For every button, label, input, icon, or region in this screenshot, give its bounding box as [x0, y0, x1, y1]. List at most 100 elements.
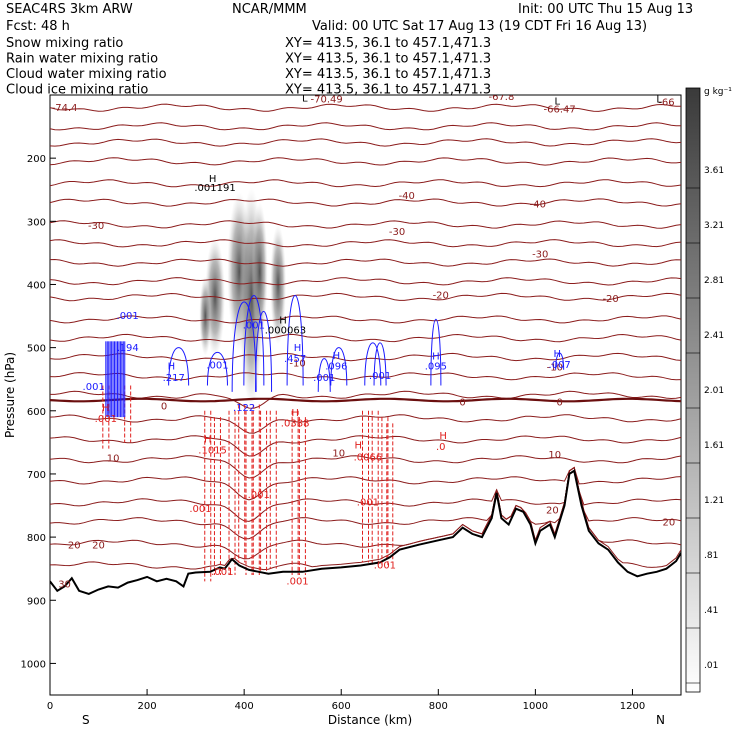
valid-time: Valid: 00 UTC Sat 17 Aug 13 (19 CDT Fri …: [312, 19, 647, 34]
temperature-label: -66: [658, 98, 674, 109]
cloud-label: H: [294, 343, 302, 354]
x-axis: 0 200 400 600 800 1000 1200: [47, 689, 645, 712]
cloud-contour: [373, 342, 387, 386]
colorbar: g kg⁻¹ 3.61 3.21 2.81 2.41 2.01 1.61 1.21 .81 .4…: [685, 87, 732, 693]
snow-label: L: [554, 96, 560, 107]
cloud-label: .095: [425, 362, 447, 373]
temperature-label: -40: [399, 191, 415, 202]
cloud-label: .001: [313, 373, 335, 384]
cloud-label: .122: [233, 403, 255, 414]
rain-label: H: [439, 431, 447, 442]
temperature-label: 30: [58, 580, 71, 591]
y-tick-label: 300: [27, 217, 46, 228]
temperature-label: -66.47: [544, 105, 576, 116]
isotherm: [50, 179, 681, 188]
temperature-label: -30: [88, 221, 104, 232]
institution-label: NCAR/MMM: [232, 2, 307, 17]
cloud-label: .001: [206, 360, 228, 371]
temperature-label: 0: [161, 402, 167, 413]
isotherm: [50, 390, 681, 409]
y-tick-label: 900: [27, 596, 46, 607]
y-tick-label: 700: [27, 470, 46, 481]
temperature-label: 10: [332, 448, 345, 459]
rain-contour: [291, 410, 299, 575]
rain-contour: [362, 410, 369, 563]
temperature-label: 20: [662, 518, 675, 529]
temperature-label: -10: [547, 362, 563, 373]
rain-label: .001: [95, 414, 117, 425]
temperature-label: -20: [433, 290, 449, 301]
y-tick-label: 800: [27, 533, 46, 544]
rain-contour: [260, 410, 268, 572]
isotherm: [50, 258, 681, 267]
isotherm: [50, 372, 681, 381]
terrain-line: [50, 469, 681, 595]
cloud-label: .001: [117, 311, 139, 322]
cloud-label: H: [333, 351, 341, 362]
x-axis-label: Distance (km): [328, 713, 412, 727]
isotherm: [50, 122, 681, 131]
temperature-label: 20: [92, 540, 105, 551]
rain-label: .001: [211, 567, 233, 578]
legend-label: Rain water mixing ratio: [6, 52, 158, 67]
y-axis: 200 300 400 500 600 700 800 900 1000: [21, 154, 56, 670]
plot-frame: [49, 94, 682, 696]
cloud-label: .007: [549, 360, 571, 371]
colorbar-tick-label: 2.01: [704, 386, 724, 396]
cloud-contour: [255, 310, 273, 392]
rain-label: H: [354, 441, 362, 452]
rain-contour: [386, 423, 394, 560]
cloud-contour: [206, 352, 228, 386]
colorbar-tick-label: 2.41: [704, 331, 724, 341]
isotherm: [50, 414, 681, 434]
snow-label: L: [302, 93, 308, 104]
colorbar-tick-label: 2.81: [704, 276, 724, 286]
cloud-contour: [555, 352, 565, 370]
x-tick-label: 0: [47, 701, 53, 712]
rain-contours: [102, 385, 394, 582]
isotherm: [50, 277, 681, 286]
x-tick-label: 1000: [523, 701, 548, 712]
cloud-contour: [317, 358, 331, 392]
legend-xy: XY= 413.5, 36.1 to 457.1,471.3: [285, 83, 491, 98]
isotherm: [50, 292, 681, 302]
x-tick-label: 800: [429, 701, 448, 712]
isotherm-lines: [50, 103, 681, 571]
legend: Snow mixing ratio XY= 413.5, 36.1 to 457.…: [6, 36, 491, 98]
rain-labels: H.1015.001.001.0388HH.0066.001H.0.001H.0…: [95, 403, 447, 588]
cloud-label: .001: [369, 371, 391, 382]
cloud-contour: [364, 342, 382, 386]
temperature-label: 10: [107, 453, 120, 464]
y-tick-label: 1000: [21, 659, 46, 670]
snow-blob: [251, 201, 268, 342]
isotherm: [50, 157, 681, 166]
y-tick-label: 600: [27, 407, 46, 418]
rain-contour: [269, 410, 277, 569]
legend-label: Cloud water mixing ratio: [6, 67, 167, 82]
cloud-label: .217: [163, 373, 185, 384]
rain-label: .0066: [354, 453, 383, 464]
snow-label: H: [209, 174, 217, 185]
forecast-hour: Fcst: 48 h: [6, 19, 70, 34]
colorbar-tick-label: .01: [704, 661, 718, 671]
isotherm: [50, 315, 681, 324]
temperature-label: -70.49: [311, 95, 343, 106]
rain-contour: [252, 404, 260, 575]
temperature-label: -40: [530, 199, 546, 210]
cloud-label: H: [553, 349, 561, 360]
rain-label: .1015: [198, 446, 227, 457]
rain-label: .001: [357, 498, 379, 509]
temperature-label: -67.8: [488, 92, 514, 103]
temperature-label: 10: [548, 450, 561, 461]
snow-label: .001191: [194, 183, 235, 194]
rain-contour: [245, 410, 253, 575]
terrain-profile: [50, 469, 681, 595]
rain-label: H: [291, 408, 299, 419]
cloud-contour: [243, 295, 265, 386]
rain-contour: [371, 410, 379, 566]
freezing-level-line: [50, 397, 681, 403]
left-endpoint-label: S: [82, 713, 90, 727]
temperature-label: 0: [556, 398, 562, 409]
rain-label: .001: [286, 576, 308, 587]
